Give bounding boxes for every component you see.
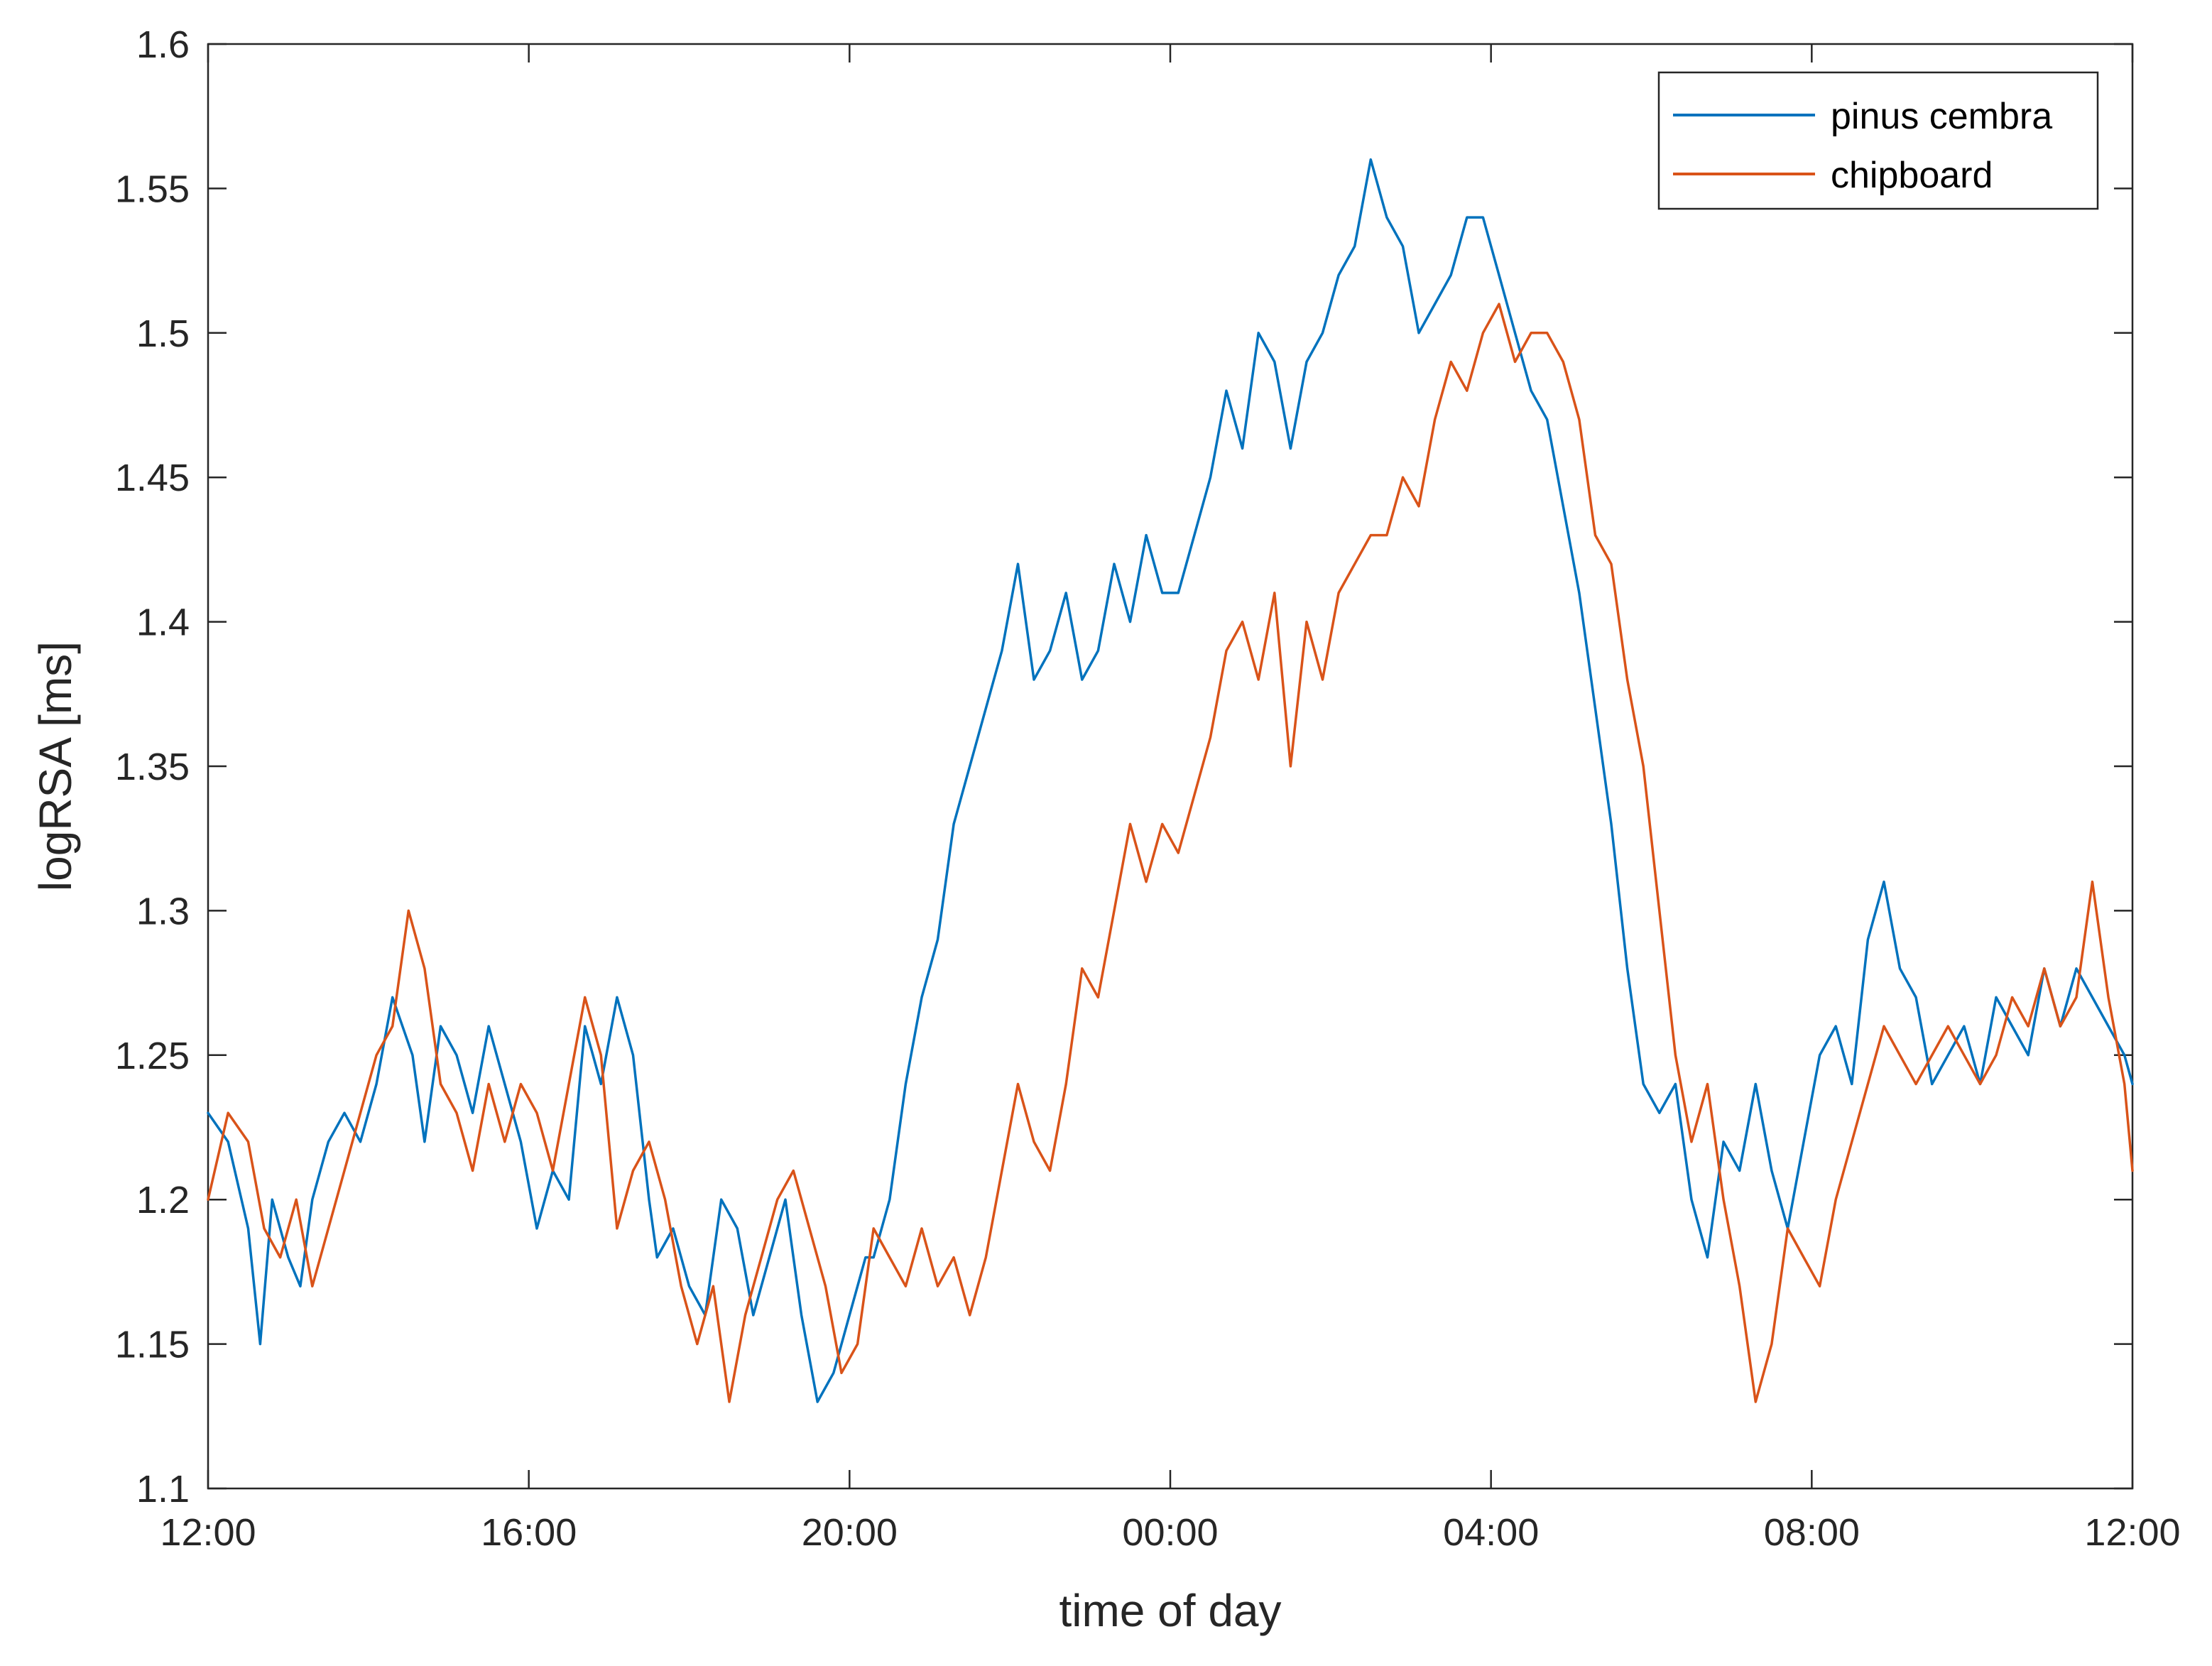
tick-labels: 12:00 16:00 20:00 00:00 04:00 08:00 12:001.11.… (115, 23, 2181, 1554)
x-tick-label: 12:00 (160, 1511, 256, 1554)
y-tick-label: 1.15 (115, 1324, 190, 1366)
y-tick-label: 1.4 (136, 601, 190, 644)
x-tick-label: 12:00 (2084, 1511, 2180, 1554)
x-tick-label: 08:00 (1764, 1511, 1860, 1554)
y-tick-label: 1.3 (136, 890, 190, 932)
legend: pinus cembra chipboard (1657, 71, 2099, 210)
x-tick-label: 20:00 (802, 1511, 898, 1554)
y-tick-label: 1.55 (115, 168, 190, 210)
y-tick-label: 1.35 (115, 746, 190, 788)
y-tick-label: 1.25 (115, 1035, 190, 1077)
y-tick-label: 1.2 (136, 1179, 190, 1221)
y-tick-label: 1.1 (136, 1468, 190, 1510)
legend-label-chipboard: chipboard (1831, 155, 1993, 196)
series-line-pinus-cembra (207, 158, 2134, 1403)
plot-area (207, 43, 2134, 1490)
y-tick-label: 1.5 (136, 312, 190, 355)
y-tick-label: 1.45 (115, 457, 190, 499)
y-tick-label: 1.6 (136, 23, 190, 66)
y-axis-title: logRSA [ms] (30, 641, 81, 891)
x-tick-label: 04:00 (1443, 1511, 1539, 1554)
x-axis-title: time of day (1059, 1585, 1281, 1636)
series-layer (207, 158, 2134, 1403)
legend-label-pinus-cembra: pinus cembra (1831, 96, 2052, 137)
series-line-chipboard (207, 303, 2134, 1403)
x-tick-label: 00:00 (1122, 1511, 1218, 1554)
x-tick-label: 16:00 (481, 1511, 577, 1554)
legend-box (1657, 71, 2099, 210)
